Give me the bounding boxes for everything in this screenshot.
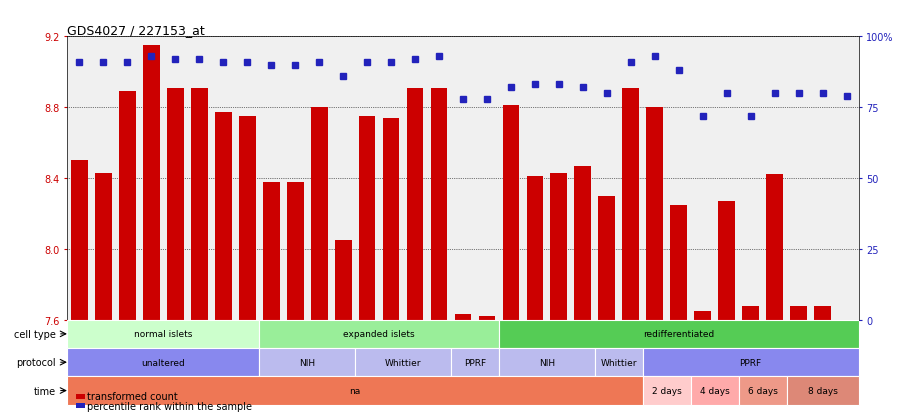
Text: PPRF: PPRF (740, 358, 761, 367)
Bar (646, 108, 663, 320)
Text: cell type: cell type (13, 329, 56, 339)
Text: normal islets: normal islets (134, 330, 192, 339)
Bar (263, 182, 280, 320)
Text: NIH: NIH (299, 358, 316, 367)
Bar (334, 240, 352, 320)
Bar (694, 311, 711, 320)
Bar (643, 377, 690, 405)
Text: 6 days: 6 days (748, 386, 778, 395)
Bar (527, 177, 543, 320)
Bar (143, 46, 160, 320)
Bar (643, 348, 859, 377)
Bar (478, 316, 495, 320)
Bar (739, 377, 787, 405)
Bar (287, 182, 304, 320)
Text: GDS4027 / 227153_at: GDS4027 / 227153_at (67, 24, 205, 37)
Text: na: na (350, 386, 360, 395)
Bar (790, 306, 807, 320)
Bar (215, 113, 232, 320)
Bar (599, 196, 615, 320)
Bar (499, 320, 859, 348)
Text: Whittier: Whittier (385, 358, 422, 367)
Text: protocol: protocol (16, 357, 56, 367)
Text: unaltered: unaltered (141, 358, 185, 367)
Bar (622, 88, 639, 320)
Bar (595, 348, 643, 377)
Bar (359, 117, 376, 320)
Bar (239, 117, 255, 320)
Bar (71, 161, 88, 320)
Text: expanded islets: expanded islets (343, 330, 415, 339)
Bar (499, 348, 595, 377)
Bar (191, 88, 208, 320)
Bar (787, 377, 859, 405)
Bar (451, 348, 499, 377)
Bar (574, 166, 592, 320)
Bar (383, 119, 399, 320)
Text: transformed count: transformed count (87, 392, 178, 401)
Text: Whittier: Whittier (601, 358, 637, 367)
Bar (431, 88, 448, 320)
Bar (355, 348, 451, 377)
Bar (718, 202, 735, 320)
Bar (690, 377, 739, 405)
Bar (814, 306, 831, 320)
Bar (167, 88, 183, 320)
Bar (406, 88, 423, 320)
Text: 2 days: 2 days (652, 386, 681, 395)
Bar (259, 348, 355, 377)
Bar (503, 106, 520, 320)
Bar (259, 320, 499, 348)
Bar (550, 173, 567, 320)
Bar (95, 173, 111, 320)
Text: redifferentiated: redifferentiated (643, 330, 715, 339)
Text: PPRF: PPRF (464, 358, 486, 367)
Bar (455, 315, 471, 320)
Text: percentile rank within the sample: percentile rank within the sample (87, 401, 253, 411)
Bar (67, 320, 259, 348)
Text: time: time (33, 386, 56, 396)
Text: 4 days: 4 days (699, 386, 730, 395)
Bar (743, 306, 759, 320)
Bar (67, 348, 259, 377)
Bar (766, 175, 783, 320)
Bar (67, 377, 643, 405)
Bar (311, 108, 327, 320)
Text: 8 days: 8 days (807, 386, 838, 395)
Text: NIH: NIH (539, 358, 555, 367)
Bar (119, 92, 136, 320)
Bar (671, 205, 687, 320)
